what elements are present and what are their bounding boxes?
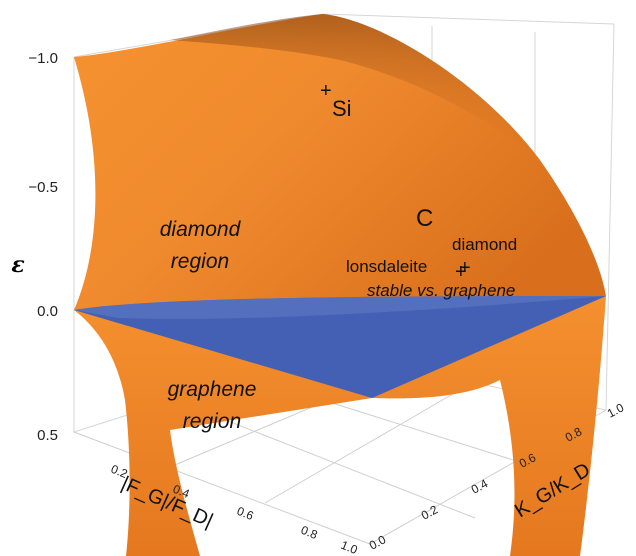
data-points: + Si C diamond lonsdaleite + + stable vs…: [320, 80, 517, 300]
z-tick-3: 0.5: [37, 427, 58, 444]
graphene-region-line1: graphene: [168, 378, 257, 401]
point-si-marker: +: [320, 80, 332, 102]
x-tick-2: 0.6: [235, 504, 256, 523]
x-tick-1: 0.4: [171, 482, 192, 501]
carbon-label: C: [416, 205, 433, 232]
point-diamond-marker: +: [455, 261, 467, 283]
y-tick-2: 0.4: [469, 476, 491, 496]
floor-grid: [73, 369, 607, 545]
x-tick-4: 1.0: [339, 538, 360, 556]
region-labels: diamond region graphene region: [160, 218, 257, 433]
point-si-label: Si: [332, 96, 352, 121]
energy-surface-lower: [74, 296, 606, 556]
box-edge-right: [605, 23, 615, 411]
diamond-region-line1: diamond: [160, 218, 242, 241]
floor-edge-front-left: [73, 431, 371, 545]
zero-plane-highlight: [74, 296, 606, 319]
x-tick-3: 0.8: [299, 523, 320, 542]
stable-annotation: stable vs. graphene: [367, 281, 515, 300]
energy-surface-shading: [170, 14, 540, 160]
floor-grid-line-3: [199, 409, 476, 519]
z-axis: −1.0 −0.5 0.0 0.5 ε: [11, 50, 58, 444]
z-axis-label: ε: [11, 252, 24, 278]
diamond-region-line2: region: [171, 250, 229, 273]
z-tick-0: −1.0: [28, 50, 58, 67]
floor-grid-line-2: [264, 383, 471, 504]
point-diamond-label: diamond: [452, 235, 517, 254]
point-lonsdaleite-label: lonsdaleite: [346, 257, 427, 276]
zero-plane: [74, 296, 606, 398]
y-tick-5: 1.0: [605, 400, 627, 420]
x-tick-0: 0.2: [109, 462, 130, 481]
box-edge-top-right: [322, 13, 615, 25]
point-lonsdaleite-marker: +: [459, 257, 471, 279]
energy-surface-top: [74, 14, 606, 321]
z-tick-2: 0.0: [37, 303, 58, 320]
graphene-region-line2: region: [183, 410, 241, 433]
z-tick-1: −0.5: [28, 179, 58, 196]
